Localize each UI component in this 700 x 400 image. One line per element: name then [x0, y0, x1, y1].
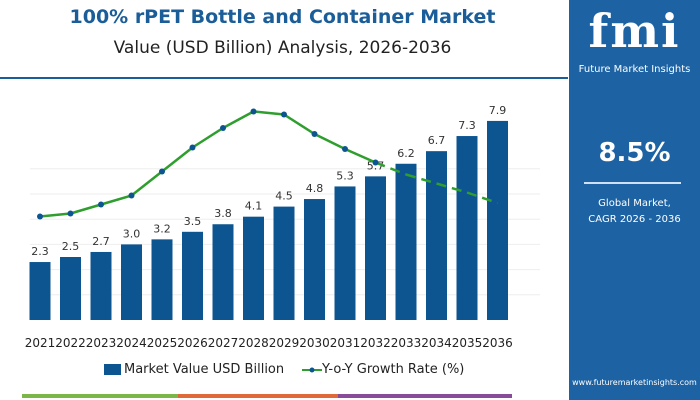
growth-point-2025 [159, 168, 165, 175]
line-marker-icon [302, 367, 322, 372]
growth-point-2029 [281, 111, 287, 118]
bar-2035 [456, 136, 478, 320]
bar-2029 [273, 206, 295, 320]
bar-2021 [29, 262, 51, 320]
growth-line-segment [130, 170, 163, 197]
legend-item-market-value: Market Value USD Billion [104, 362, 284, 377]
website-link[interactable]: www.futuremarketinsights.com [572, 378, 697, 387]
bar-2036 [487, 120, 508, 320]
fmi-logo: fmi [588, 4, 681, 58]
growth-point-2027 [220, 125, 226, 131]
x-tick-2022: 2022 [55, 336, 86, 350]
footer-strip-green [22, 394, 178, 398]
x-tick-2029: 2029 [269, 336, 300, 350]
growth-line-segment [100, 194, 132, 206]
growth-point-2024 [128, 192, 135, 199]
bar-label-2030: 4.8 [306, 182, 324, 195]
growth-line-segment [222, 110, 255, 130]
bar-2030 [304, 199, 325, 320]
cagr-divider [584, 182, 681, 184]
growth-line-segment [405, 173, 437, 185]
x-tick-2024: 2024 [116, 336, 147, 350]
chart-area: 2.3 2021 2.5 2022 2.7 2023 3.0 2024 3.2 2025 3.5 20… [25, 104, 540, 350]
cagr-label-line1: Global Market, [598, 198, 671, 209]
bar-label-2021: 2.3 [31, 245, 49, 258]
bar-label-2033: 6.2 [397, 147, 415, 160]
x-tick-2034: 2034 [421, 336, 452, 350]
bar-label-2024: 3.0 [123, 227, 141, 240]
info-panel: fmi Future Market Insights 8.5% Global M… [569, 0, 700, 400]
growth-line-segment [313, 132, 346, 151]
growth-point-2030 [311, 131, 318, 137]
growth-line-segment [39, 212, 71, 218]
bar-2024 [121, 244, 142, 320]
x-tick-2021: 2021 [25, 336, 56, 350]
legend-item-growth-rate: Y-o-Y Growth Rate (%) [302, 362, 464, 377]
growth-point-2028 [250, 108, 257, 115]
growth-point-2023 [98, 201, 104, 208]
bar-label-2031: 5.3 [336, 169, 354, 182]
growth-line-segment [344, 147, 377, 164]
bar-label-2025: 3.2 [153, 222, 171, 235]
x-tick-2023: 2023 [86, 336, 117, 350]
bar-label-2023: 2.7 [92, 235, 110, 248]
x-tick-2026: 2026 [177, 336, 208, 350]
legend-label: Y-o-Y Growth Rate (%) [322, 362, 465, 377]
growth-line-segment [375, 161, 407, 176]
growth-line-segment [283, 113, 316, 136]
bar-2028 [243, 216, 264, 320]
chart-title: 100% rPET Bottle and Container Market [69, 6, 496, 28]
growth-line-segment [70, 203, 102, 215]
growth-point-2026 [189, 144, 196, 151]
growth-point-2021 [37, 213, 43, 220]
bar-label-2026: 3.5 [184, 215, 202, 228]
bar-2023 [90, 251, 112, 320]
cagr-label: Global Market, CAGR 2026 - 2036 [569, 196, 700, 228]
chart-subtitle: Value (USD Billion) Analysis, 2026-2036 [113, 38, 452, 58]
growth-point-2032 [372, 159, 379, 166]
bar-label-2035: 7.3 [458, 119, 476, 132]
title-divider [0, 77, 568, 79]
bar-2032 [365, 176, 386, 320]
bar-label-2034: 6.7 [428, 134, 446, 147]
bar-label-2027: 3.8 [214, 207, 232, 220]
footer-strip-orange [178, 394, 338, 398]
x-tick-2033: 2033 [391, 336, 422, 350]
bar-2034 [426, 151, 447, 320]
x-tick-2035: 2035 [452, 336, 483, 350]
x-tick-2027: 2027 [208, 336, 239, 350]
bar-label-2029: 4.5 [275, 190, 293, 203]
x-tick-2028: 2028 [238, 336, 269, 350]
bar-2025 [151, 239, 173, 320]
bar-2027 [212, 224, 234, 320]
footer-strip-purple [338, 394, 512, 398]
logo-subtitle: Future Market Insights [578, 64, 691, 75]
growth-line-segment [191, 126, 224, 149]
bar-label-2022: 2.5 [62, 240, 80, 253]
growth-line-segment [466, 191, 498, 205]
growth-line-segment [436, 182, 468, 194]
x-tick-2036: 2036 [482, 336, 513, 350]
legend-label: Market Value USD Billion [124, 362, 285, 377]
x-tick-2030: 2030 [299, 336, 330, 350]
bar-2031 [334, 186, 356, 320]
bar-2022 [60, 257, 81, 320]
growth-point-2031 [342, 146, 348, 152]
x-tick-2032: 2032 [360, 336, 391, 350]
x-tick-2031: 2031 [330, 336, 361, 350]
growth-point-2022 [67, 210, 74, 217]
bar-label-2036: 7.9 [489, 104, 507, 117]
bar-2026 [182, 231, 203, 320]
cagr-value: 8.5% [598, 138, 671, 168]
cagr-label-line2: CAGR 2026 - 2036 [588, 214, 681, 225]
bar-label-2028: 4.1 [245, 200, 263, 213]
x-tick-2025: 2025 [147, 336, 178, 350]
bar-2033 [395, 163, 417, 320]
bar-label-2032: 5.7 [367, 159, 385, 172]
bar-swatch-icon [104, 364, 121, 375]
growth-line-segment [161, 146, 194, 173]
growth-line-segment [253, 110, 285, 116]
